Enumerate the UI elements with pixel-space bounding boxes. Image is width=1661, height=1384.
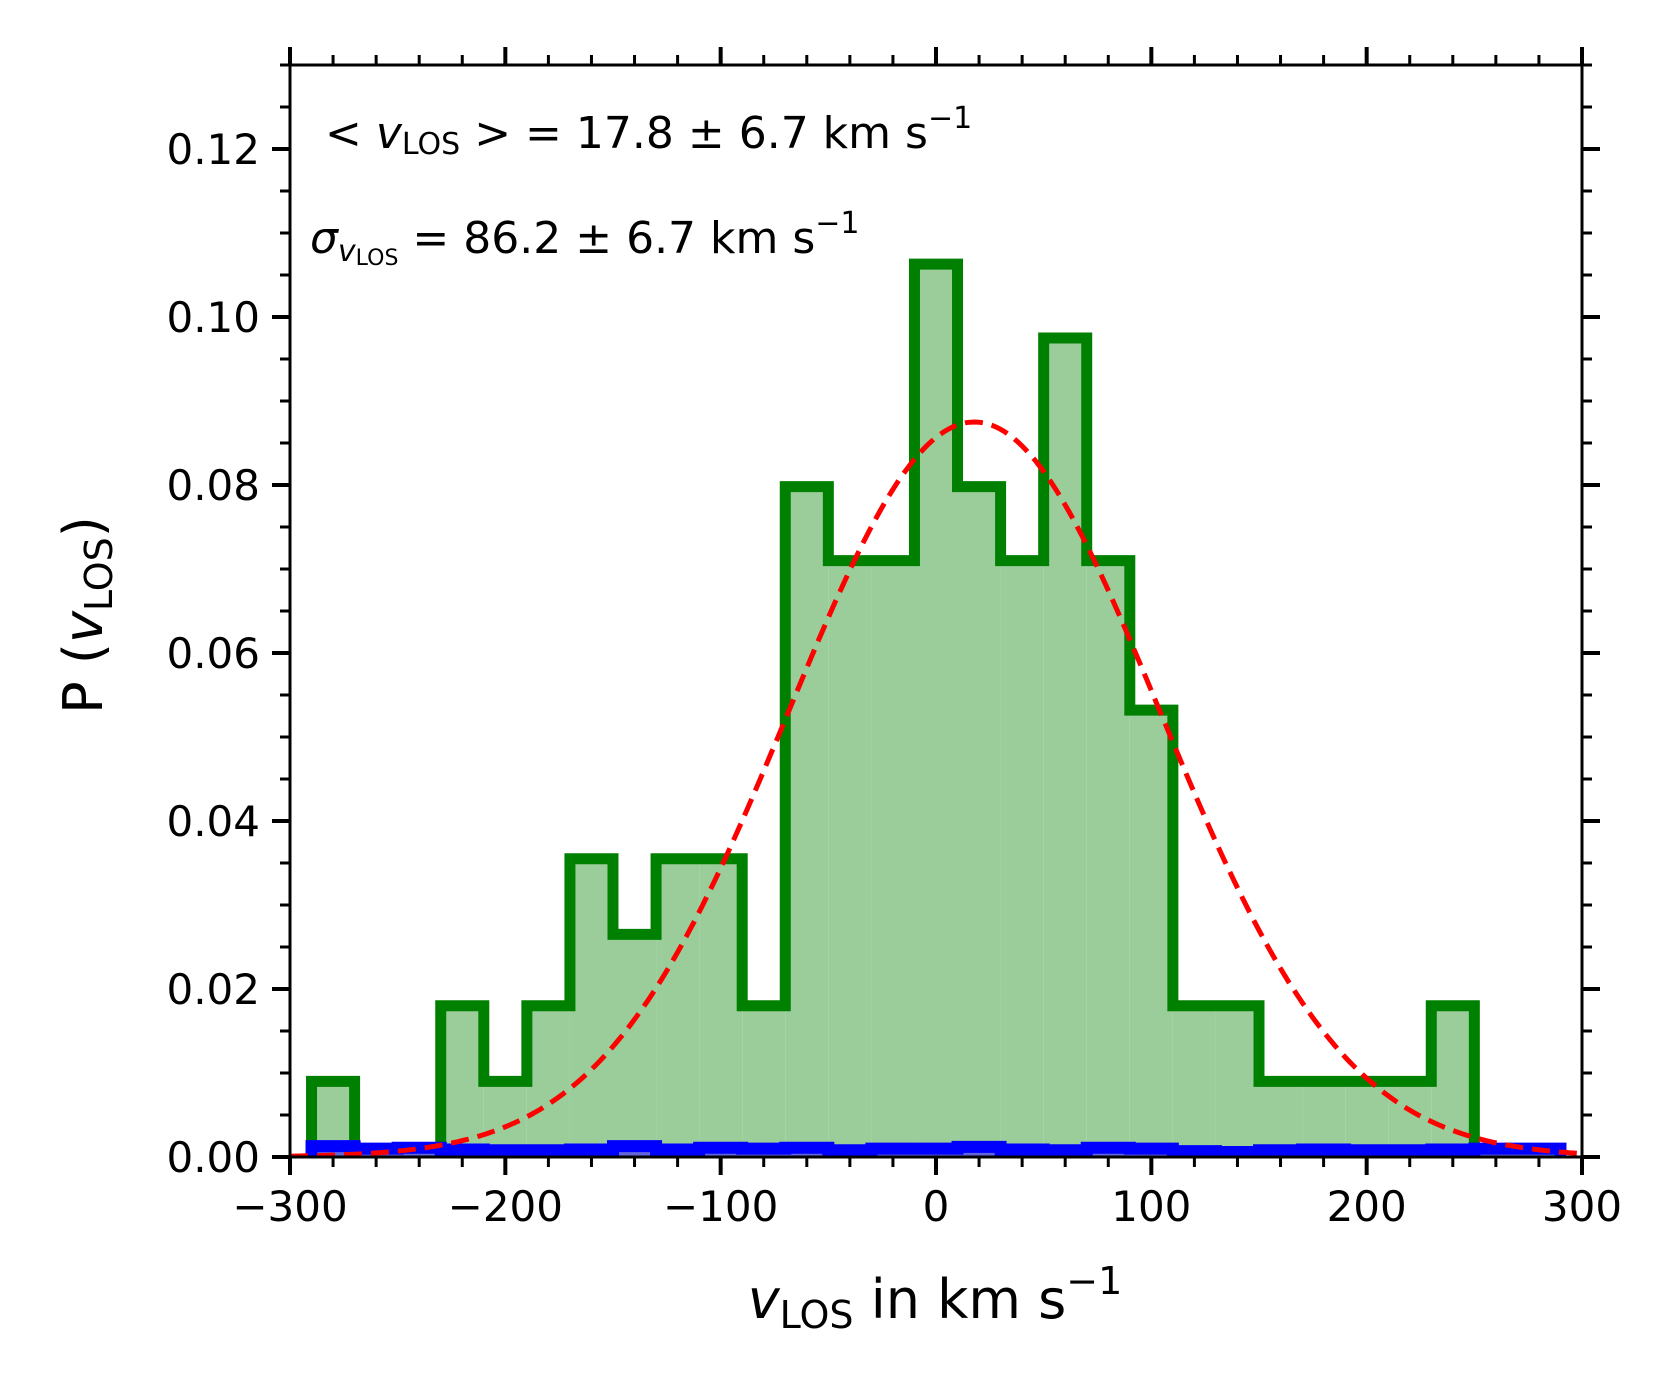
hist-0-bar-19 — [1129, 710, 1173, 1157]
y-tick-label: 0.06 — [166, 629, 260, 678]
y-axis-title: P (vLOS) — [52, 516, 121, 714]
y-axis-title-post: ) — [52, 516, 115, 537]
y-tick-label: 0.08 — [166, 461, 260, 510]
hist-0-bar-11 — [785, 486, 829, 1157]
y-axis-title-pre: P ( — [52, 643, 115, 714]
y-tick-label: 0.12 — [166, 125, 260, 174]
axes: −300 −200 −100 0 100 200 300 0.00 0.02 0.04 0.06 0.… — [166, 47, 1622, 1231]
hist-0-outline — [306, 258, 1480, 1157]
hist-0-bar-17 — [1043, 338, 1087, 1157]
x-tick-label: −200 — [448, 1182, 563, 1231]
y-axis-title-var: v — [52, 610, 115, 643]
hist-0-bar-26 — [1431, 1005, 1475, 1157]
hist-0-bar-16 — [1000, 560, 1044, 1157]
y-tick-label: 0.00 — [166, 1133, 260, 1182]
x-tick-label: −300 — [232, 1182, 347, 1231]
x-axis-title-var: v — [748, 1268, 781, 1331]
hist-0-bar-15 — [957, 486, 1001, 1157]
hist-0-bar-7 — [613, 934, 657, 1157]
hist-0-bar-12 — [828, 560, 872, 1157]
x-tick-label: −100 — [663, 1182, 778, 1231]
y-tick-label: 0.10 — [166, 293, 260, 342]
mean-annotation-pre: < — [325, 108, 376, 159]
gaussian-fit-curve — [290, 419, 1582, 1157]
x-tick-label: 100 — [1111, 1182, 1191, 1231]
x-tick-label: 200 — [1327, 1182, 1407, 1231]
hist-0-bar-5 — [526, 1005, 570, 1157]
hist-0-bar-6 — [569, 858, 613, 1157]
x-axis-title: vLOS in km s−1 — [748, 1259, 1123, 1337]
plot-area — [290, 258, 1582, 1157]
mean-annotation-post: > = 17.8 ± 6.7 km s — [460, 108, 928, 159]
mean-annotation-sub: LOS — [402, 127, 460, 162]
mean-annotation: < vLOS > = 17.8 ± 6.7 km s−1 — [325, 101, 972, 162]
hist-0-bar-10 — [742, 1005, 786, 1157]
sigma-annotation-sym: σ — [310, 213, 339, 264]
mean-annotation-sup: −1 — [928, 101, 972, 136]
y-tick-label: 0.04 — [166, 797, 260, 846]
x-axis-title-sup: −1 — [1066, 1259, 1122, 1303]
x-axis-title-rest: in km s — [854, 1268, 1067, 1331]
hist-0-bar-8 — [656, 858, 700, 1157]
y-tick-label: 0.02 — [166, 965, 260, 1014]
sigma-annotation-sup: −1 — [815, 206, 859, 241]
hist-0-bar-18 — [1086, 560, 1130, 1157]
hist-0-bar-14 — [914, 264, 958, 1157]
hist-0-bar-3 — [440, 1005, 484, 1157]
hist-0-bar-20 — [1172, 1005, 1216, 1157]
sigma-annotation-post: = 86.2 ± 6.7 km s — [398, 213, 815, 264]
x-axis-title-sub: LOS — [780, 1293, 854, 1337]
hist-0-bar-9 — [699, 858, 743, 1157]
x-tick-label: 300 — [1542, 1182, 1622, 1231]
x-tick-label: 0 — [923, 1182, 950, 1231]
y-axis-title-sub: LOS — [77, 537, 121, 611]
sigma-annotation: σvLOS = 86.2 ± 6.7 km s−1 — [310, 206, 860, 271]
sigma-annotation-var: v — [338, 234, 357, 269]
mean-annotation-var: v — [376, 108, 403, 159]
hist-1-outline — [305, 1140, 1567, 1157]
hist-0-bar-21 — [1215, 1005, 1259, 1157]
hist-0-bar-13 — [871, 560, 915, 1157]
sigma-annotation-sub: LOS — [356, 246, 399, 271]
